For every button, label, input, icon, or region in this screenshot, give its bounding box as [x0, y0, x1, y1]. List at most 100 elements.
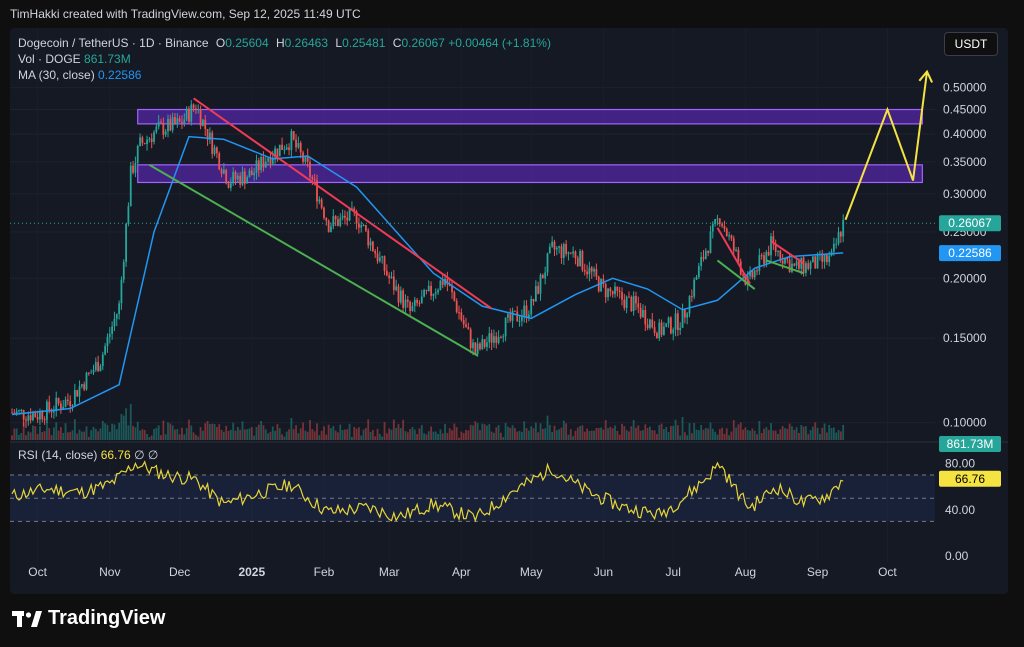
volume-bar [486, 425, 488, 440]
volume-bar [297, 433, 300, 440]
volume-bar [751, 428, 754, 440]
volume-bar [825, 432, 828, 440]
candle-body [458, 312, 460, 314]
volume-bar [55, 422, 58, 440]
candle-body [232, 172, 235, 184]
volume-bar [369, 431, 372, 440]
volume-bar [479, 430, 481, 440]
volume-bar [723, 433, 726, 440]
chart-legend: Dogecoin / TetherUS · 1D · Binance O0.25… [18, 35, 551, 83]
candle-body [337, 219, 339, 226]
candle-body [195, 108, 197, 110]
volume-bar [92, 427, 95, 440]
rsi-label[interactable]: RSI (14, close) [18, 448, 98, 462]
trendline-green [766, 259, 804, 275]
volume-bar [262, 425, 265, 440]
tradingview-logo[interactable]: TradingView [12, 607, 165, 630]
volume-bar [181, 427, 183, 440]
volume-bar [814, 422, 817, 440]
volume-bar [316, 423, 318, 440]
volume-bar [48, 428, 51, 440]
candle-body [236, 175, 239, 180]
volume-bar [323, 426, 325, 440]
volume-bar [85, 426, 88, 440]
candle-body [448, 284, 451, 286]
candle-body [290, 131, 293, 150]
volume-bar [246, 429, 249, 440]
candle-body [656, 332, 658, 339]
candle-body [483, 339, 486, 347]
candle-body [185, 108, 188, 120]
volume-bar [669, 426, 672, 440]
candle-body [358, 223, 360, 228]
candle-body [432, 293, 435, 296]
candle-body [220, 169, 223, 174]
high-value: 0.26463 [284, 36, 329, 50]
candle-body [404, 299, 407, 308]
candle-body [800, 257, 803, 269]
volume-bar [439, 429, 442, 440]
candle-body [388, 275, 391, 279]
volume-bar [364, 428, 367, 440]
candle-body [94, 362, 97, 371]
candle-body [57, 397, 60, 404]
candle-body [479, 343, 481, 350]
currency-button[interactable]: USDT [944, 32, 998, 56]
volume-label[interactable]: Vol · DOGE [18, 52, 81, 66]
volume-bar [11, 435, 13, 440]
volume-bar [749, 430, 751, 440]
chart-panel[interactable]: 0.50000 0.45000 0.40000 0.35000 0.30000 0.250… [10, 28, 1008, 594]
candle-body [551, 241, 554, 247]
volume-bar [213, 424, 216, 440]
candle-body [374, 251, 377, 254]
volume-bar [260, 420, 263, 440]
volume-bar [46, 420, 48, 440]
candle-body [658, 322, 661, 339]
price-tick-label: 0.45000 [943, 103, 987, 117]
volume-bar [451, 430, 453, 440]
candle-body [562, 244, 565, 259]
resistance-zone [137, 164, 923, 184]
candle-body [334, 216, 337, 220]
candle-body [369, 241, 372, 246]
volume-bar [555, 430, 558, 440]
chart-canvas[interactable]: 0.500000.450000.400000.350000.300000.250… [10, 28, 1008, 594]
volume-bar [129, 404, 132, 440]
volume-bar [220, 429, 223, 440]
volume-bar [562, 420, 565, 440]
candle-body [704, 250, 707, 259]
trendline-red [770, 240, 805, 265]
volume-bar [760, 432, 763, 440]
volume-bar [59, 427, 62, 440]
volume-bar [50, 435, 53, 440]
candle-body [260, 156, 263, 171]
volume-bar [618, 434, 621, 440]
volume-bar [798, 432, 800, 440]
candle-body [837, 232, 840, 244]
volume-bar [320, 430, 323, 440]
low-label: L [335, 36, 343, 50]
candle-body [341, 215, 344, 218]
candle-body [777, 250, 779, 252]
volume-bar [32, 425, 34, 440]
candle-body [111, 326, 114, 334]
candle-body [367, 230, 370, 246]
candle-body [427, 285, 430, 291]
volume-bar [558, 429, 561, 440]
ma-label[interactable]: MA (30, close) [18, 68, 95, 82]
candle-body [136, 145, 139, 164]
candle-body [600, 279, 602, 292]
candle-body [707, 250, 710, 253]
candle-body [672, 329, 675, 334]
volume-bar [728, 435, 730, 440]
volume-bar [784, 428, 786, 440]
volume-bar [607, 428, 609, 440]
volume-bar [106, 424, 109, 440]
candle-body [821, 254, 824, 262]
volume-bar [534, 422, 537, 440]
symbol-name[interactable]: Dogecoin / TetherUS · 1D · Binance [18, 36, 209, 50]
candle-body [476, 343, 479, 354]
volume-bar [80, 431, 83, 440]
candle-body [642, 310, 644, 318]
candle-body [41, 411, 44, 420]
